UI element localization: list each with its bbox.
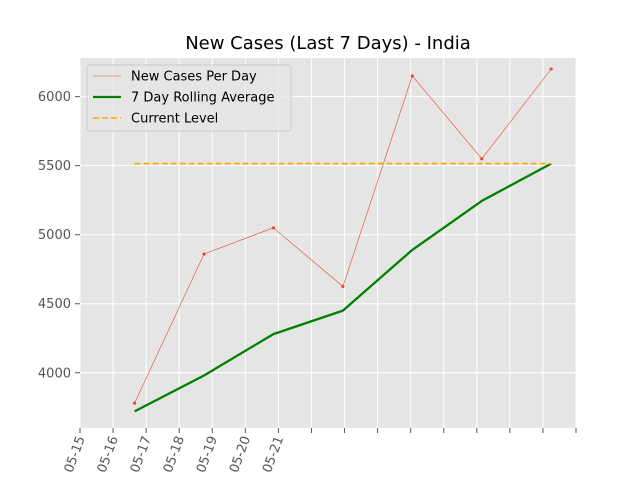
x-tick-label: 05-21 xyxy=(260,434,287,475)
legend-box xyxy=(86,64,292,132)
y-tick-label: 4500 xyxy=(38,297,71,312)
chart-title: New Cases (Last 7 Days) - India xyxy=(185,33,471,54)
y-tick-label: 5500 xyxy=(38,159,71,174)
data-point xyxy=(549,67,553,71)
y-tick-label: 6000 xyxy=(38,90,71,105)
legend: New Cases Per Day 7 Day Rolling Average Cu… xyxy=(86,64,292,132)
y-tick-label: 5000 xyxy=(38,228,71,243)
series-line-1 xyxy=(134,162,552,413)
data-point xyxy=(341,284,345,289)
legend-label: New Cases Per Day xyxy=(131,70,257,85)
legend-label: Current Level xyxy=(131,112,218,127)
series-layer xyxy=(132,67,553,413)
data-point xyxy=(202,252,206,256)
x-tick-label: 05-17 xyxy=(128,434,155,475)
data-point xyxy=(480,157,484,161)
data-point xyxy=(271,226,276,230)
x-tick-label: 05-18 xyxy=(161,434,188,475)
y-tick-label: 4000 xyxy=(38,366,71,381)
x-tick-label: 05-20 xyxy=(227,434,254,475)
legend-label: 7 Day Rolling Average xyxy=(131,91,274,106)
data-point xyxy=(132,401,137,405)
data-point xyxy=(410,74,414,78)
x-tick-label: 05-15 xyxy=(62,434,89,475)
x-tick-label: 05-19 xyxy=(194,434,221,475)
x-tick-label: 05-16 xyxy=(95,434,122,475)
